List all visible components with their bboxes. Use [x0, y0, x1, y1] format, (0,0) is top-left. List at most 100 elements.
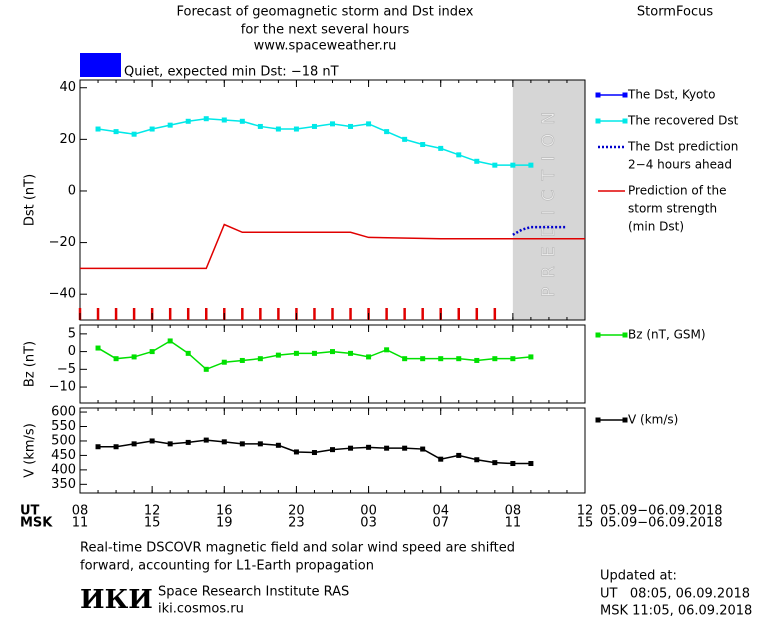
status-indicator: [80, 53, 121, 77]
point: [384, 445, 390, 451]
legend-label: Bz (nT, GSM): [628, 328, 706, 342]
point: [348, 123, 354, 129]
legend-marker: [595, 92, 601, 98]
point: [456, 152, 462, 158]
point: [293, 350, 299, 356]
x-tick-label: 19: [216, 516, 233, 531]
title-line: www.spaceweather.ru: [254, 39, 397, 54]
point: [402, 445, 408, 451]
point: [149, 349, 155, 355]
brand: StormFocus: [637, 5, 713, 20]
x-tick-label: 20: [288, 504, 305, 519]
point: [528, 354, 534, 360]
point: [311, 450, 317, 456]
y-tick-label: −5: [57, 362, 76, 377]
point: [438, 456, 444, 462]
y-tick-label: 0: [68, 183, 76, 198]
legend-label: V (km/s): [628, 413, 678, 427]
y-tick-label: 20: [59, 132, 76, 147]
y-tick-label: −40: [49, 287, 76, 302]
point: [95, 444, 101, 450]
legend-marker: [622, 92, 628, 98]
point: [474, 457, 480, 463]
y-tick-label: −10: [49, 380, 76, 395]
point: [167, 122, 173, 128]
point: [330, 121, 335, 127]
point: [149, 438, 155, 444]
legend-label: 2−4 hours ahead: [628, 158, 732, 172]
legend-label: The Dst prediction: [627, 140, 738, 154]
point: [384, 129, 390, 135]
updated-label: Updated at:: [600, 569, 677, 584]
y-tick-label: −20: [49, 235, 76, 250]
legend-marker: [622, 332, 628, 338]
point: [420, 142, 426, 148]
y-tick-label: 40: [59, 80, 76, 95]
y-axis-label: Dst (nT): [23, 174, 38, 226]
x-tick-label: 11: [72, 516, 89, 531]
plot-frame: [79, 79, 586, 321]
point: [293, 126, 299, 132]
point: [311, 123, 317, 129]
updated-ut: UT 08:05, 06.09.2018: [600, 587, 750, 602]
prediction-zone: [512, 80, 585, 320]
x-tick-label: 08: [505, 504, 522, 519]
y-tick-label: 5: [68, 326, 76, 341]
point: [185, 118, 191, 124]
point: [275, 126, 281, 132]
footer-note: forward, accounting for L1-Earth propaga…: [80, 559, 374, 574]
y-tick-label: 450: [51, 448, 76, 463]
title-line: Forecast of geomagnetic storm and Dst in…: [176, 5, 473, 20]
point: [348, 350, 354, 356]
status-label: Quiet, expected min Dst: −18 nT: [124, 65, 339, 80]
point: [221, 439, 227, 445]
point: [492, 460, 498, 466]
point: [366, 444, 372, 450]
point: [203, 116, 209, 122]
point: [95, 126, 101, 132]
plot-frame: [79, 324, 586, 404]
point: [95, 345, 101, 351]
site: iki.cosmos.ru: [158, 602, 244, 617]
point: [366, 354, 372, 360]
updated-msk: MSK 11:05, 06.09.2018: [600, 604, 752, 619]
point: [456, 452, 462, 458]
y-tick-label: 0: [68, 344, 76, 359]
point: [131, 354, 137, 360]
legend-label: (min Dst): [628, 220, 684, 234]
point: [113, 444, 119, 450]
point: [348, 445, 354, 451]
point: [474, 158, 480, 164]
point: [257, 441, 263, 447]
point: [149, 126, 155, 132]
point: [293, 449, 299, 455]
point: [185, 439, 191, 445]
point: [257, 356, 263, 362]
point: [221, 359, 227, 365]
point: [330, 349, 335, 355]
point: [492, 356, 498, 362]
point: [402, 136, 408, 142]
point: [366, 121, 372, 127]
point: [474, 357, 480, 363]
point: [330, 447, 335, 453]
logo: ИКИ: [80, 585, 153, 615]
point: [203, 366, 209, 372]
ut-dates: 05.09−06.09.2018: [600, 504, 723, 519]
point: [239, 441, 245, 447]
point: [257, 123, 263, 129]
point: [402, 356, 408, 362]
msk-label: MSK: [20, 516, 53, 531]
ut-label: UT: [20, 504, 40, 519]
point: [185, 350, 191, 356]
legend-marker: [595, 417, 601, 423]
x-tick-label: 23: [288, 516, 305, 531]
series-line: [80, 223, 585, 270]
y-tick-label: 600: [51, 405, 76, 420]
legend-marker: [595, 332, 601, 338]
x-tick-label: 07: [432, 516, 449, 531]
point: [438, 356, 444, 362]
legend-marker: [622, 417, 628, 423]
